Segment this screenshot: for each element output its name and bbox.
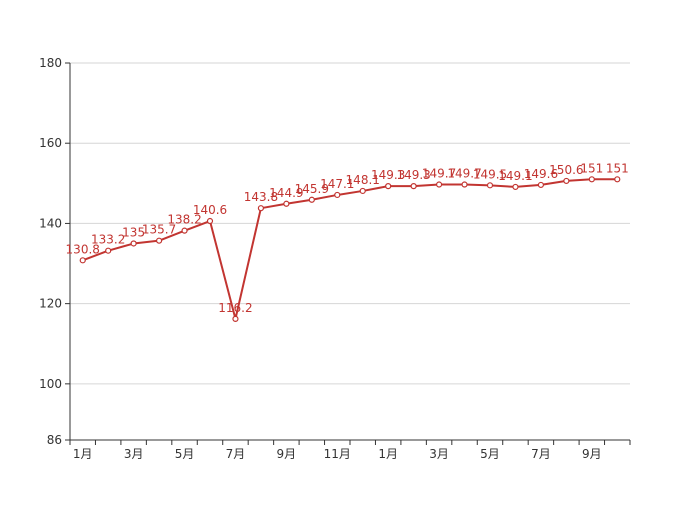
data-label: 149.6 [524, 167, 558, 181]
x-tick-label: 7月 [226, 447, 246, 461]
data-label: 149.5 [473, 167, 507, 181]
data-label: 138.2 [167, 213, 201, 227]
data-label: 144.9 [269, 186, 303, 200]
x-tick-label: 1月 [378, 447, 398, 461]
data-point [283, 200, 290, 207]
data-point [105, 247, 112, 254]
data-label: 145.9 [295, 182, 329, 196]
data-point [130, 240, 137, 247]
data-point [155, 237, 163, 244]
y-tick-label: 140 [39, 216, 62, 230]
y-tick-label: 86 [47, 433, 62, 447]
data-label: 135 [122, 225, 145, 239]
data-label: 149.3 [396, 168, 430, 182]
x-tick-label: 1月 [73, 447, 93, 461]
y-tick-label: 180 [39, 56, 62, 70]
data-point [410, 183, 417, 190]
label-layer: 130.8133.2135135.7138.2140.6116.2143.814… [66, 161, 629, 315]
data-label: 149.3 [371, 168, 405, 182]
data-point [232, 315, 239, 322]
x-tick-label: 3月 [124, 447, 144, 461]
data-label: 149.1 [498, 169, 532, 183]
data-label: 135.7 [142, 223, 176, 237]
x-tick-label: 9月 [277, 447, 297, 461]
x-tick-label: 3月 [429, 447, 449, 461]
data-point [334, 191, 341, 199]
data-point [512, 183, 519, 191]
y-tick-label: 100 [39, 377, 62, 391]
data-point [385, 183, 392, 190]
data-point [181, 227, 188, 234]
data-label: 143.8 [244, 190, 278, 204]
data-label: 147.1 [320, 177, 354, 191]
data-point [588, 176, 595, 183]
y-tick-label: 160 [39, 136, 62, 150]
x-tick-label: 7月 [531, 447, 551, 461]
data-point [257, 205, 265, 212]
data-label: 148.1 [346, 173, 380, 187]
data-point [206, 217, 214, 225]
data-point [435, 181, 443, 188]
data-point [308, 196, 315, 203]
data-label: 149.7 [422, 167, 456, 181]
data-label: 150.6 [549, 163, 583, 177]
x-tick-label: 11月 [324, 447, 351, 461]
data-label: 151 [606, 161, 629, 175]
data-point [461, 181, 468, 188]
data-point [359, 187, 366, 195]
data-point [486, 182, 494, 189]
data-label: 133.2 [91, 233, 125, 247]
data-point [563, 177, 570, 185]
x-tick-label: 5月 [175, 447, 195, 461]
x-tick-label: 9月 [582, 447, 602, 461]
data-point [614, 176, 621, 183]
data-label: 140.6 [193, 203, 227, 217]
series-line [82, 178, 618, 320]
data-label: 149.7 [447, 167, 481, 181]
data-label: 130.8 [66, 242, 100, 256]
data-point [79, 257, 86, 264]
data-point [537, 181, 545, 189]
data-label: 151 [580, 161, 603, 175]
grid-layer [70, 62, 630, 385]
x-tick-label: 5月 [480, 447, 500, 461]
series-layer [79, 176, 621, 322]
axis-layer: 86 100 120 140 160 180 1月 3月 5月 7月 9月 11月 1月 3月 5月 7月 9月 [39, 56, 631, 461]
y-tick-label: 120 [39, 297, 62, 311]
data-label: 116.2 [218, 301, 252, 315]
